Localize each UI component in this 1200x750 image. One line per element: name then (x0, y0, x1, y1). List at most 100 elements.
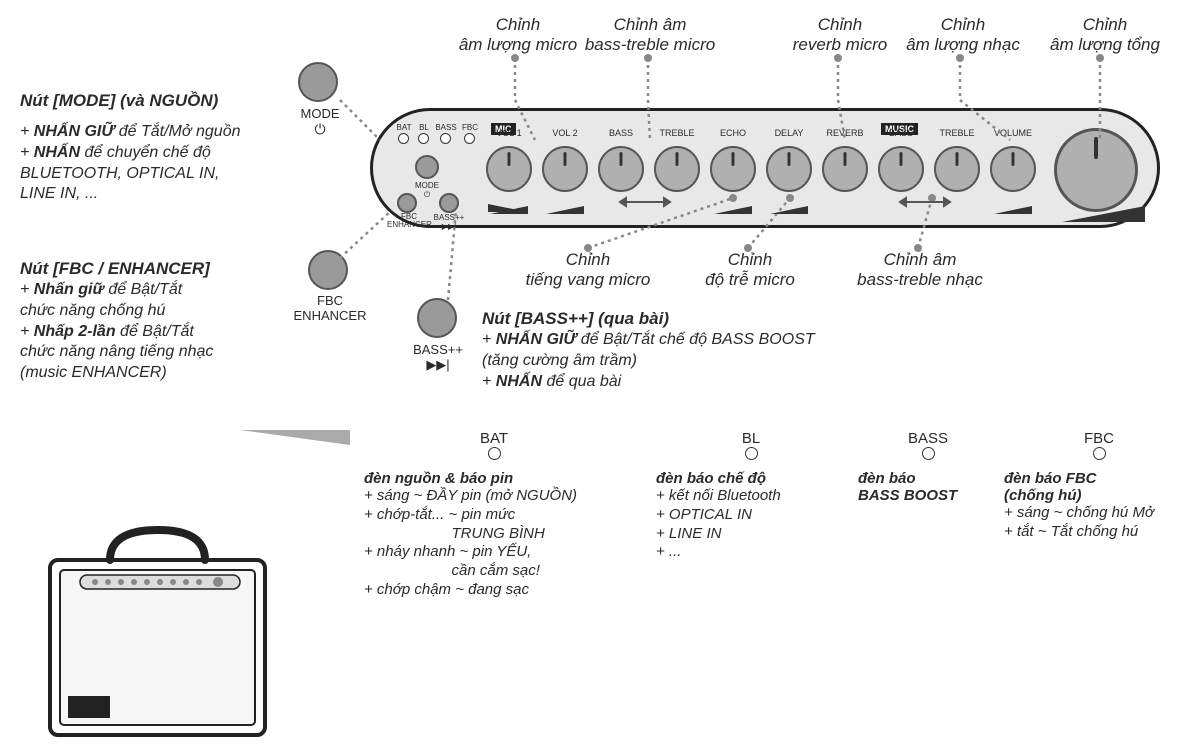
knob-echo[interactable] (710, 146, 756, 192)
t: BL (742, 430, 760, 447)
t: + chớp-tắt... ~ pin mức (364, 506, 624, 525)
lbl: TREBLE (647, 128, 707, 138)
led-icon (418, 133, 429, 144)
title: Nút [BASS++] (qua bài) (482, 308, 942, 330)
t: + sáng ~ chống hú Mở (1004, 504, 1194, 523)
led-circle-icon (488, 447, 501, 460)
t: Chỉnh (728, 250, 772, 269)
callout-music-vol: Chỉnh âm lượng nhạc (888, 15, 1038, 54)
hdr: BL (656, 430, 846, 464)
t: FBC (462, 123, 478, 132)
t: MODE (301, 106, 340, 121)
line: BLUETOOTH, OPTICAL IN, (20, 164, 320, 185)
lbl: VOL 1 (479, 128, 539, 138)
t: Nhấn giữ (34, 281, 104, 298)
lbl: REVERB (815, 128, 875, 138)
knob-vol1[interactable] (486, 146, 532, 192)
t: + ... (656, 543, 846, 562)
t: ENHANCER (294, 308, 367, 323)
txt: Chỉnh (1083, 15, 1127, 34)
t: FBC (1084, 430, 1114, 447)
power-icon: ⏻ (314, 121, 325, 137)
txt: âm lượng tổng (1050, 35, 1160, 54)
knob-mic-treble[interactable] (654, 146, 700, 192)
led-bass-col: BASS đèn báo BASS BOOST (858, 430, 998, 504)
line: + Nhấp 2-lần để Bật/Tắt (20, 322, 320, 343)
lbl: BASS++▶▶| (429, 213, 469, 231)
panel-led-fbc: FBC (459, 123, 481, 132)
lbl: DELAY (759, 128, 819, 138)
line: LINE IN, ... (20, 184, 320, 205)
t: + sáng ~ ĐẦY pin (mở NGUỒN) (364, 487, 624, 506)
mode-blob-icon (298, 62, 338, 102)
t: + chớp chậm ~ đang sạc (364, 581, 624, 600)
title: đèn báo chế độ (656, 470, 846, 487)
knob-mic-bass[interactable] (598, 146, 644, 192)
lbl: FBCENHANCER (387, 213, 431, 229)
knob-music-treble[interactable] (934, 146, 980, 192)
led-bat-col: BAT đèn nguồn & báo pin + sáng ~ ĐẦY pin… (364, 430, 624, 600)
txt: Chỉnh (496, 15, 540, 34)
panel-led-bass: BASS (433, 123, 459, 132)
t: + nháy nhanh ~ pin YẾU, (364, 543, 624, 562)
panel-bass-btn[interactable] (439, 193, 459, 213)
t: + (20, 281, 34, 298)
t: NHẤN (496, 373, 542, 390)
txt: Chỉnh (818, 15, 862, 34)
t: + LINE IN (656, 525, 846, 544)
knob-music-bass[interactable] (878, 146, 924, 192)
t: để Bật/Tắt (116, 323, 194, 340)
knob-music-volume[interactable] (990, 146, 1036, 192)
led-bl-col: BL đèn báo chế độ + kết nối Bluetooth + … (656, 430, 846, 562)
ramp-icon (488, 204, 528, 212)
t: + (20, 323, 34, 340)
line: + NHẤN để chuyển chế độ (20, 143, 320, 164)
line: + Nhấn giữ để Bật/Tắt (20, 280, 320, 301)
title: đèn báo FBC (chống hú) (1004, 470, 1194, 504)
t: bass-treble nhạc (857, 270, 983, 289)
t: để Tắt/Mở nguồn (114, 123, 240, 140)
knob-reverb[interactable] (822, 146, 868, 192)
line: + NHẤN GIỮ để Bật/Tắt chế độ BASS BOOST (482, 330, 942, 351)
txt: bass-treble micro (585, 35, 715, 54)
panel-fbc-btn[interactable] (397, 193, 417, 213)
knob-row: VOL 1 VOL 2 BASS TREBLE ECHO DELAY REVER… (486, 140, 1186, 220)
title: đèn nguồn & báo pin (364, 470, 624, 487)
title: Nút [MODE] (và NGUỒN) (20, 90, 320, 112)
desc-bass: Nút [BASS++] (qua bài) + NHẤN GIỮ để Bật… (482, 308, 942, 392)
t: TRUNG BÌNH (364, 525, 624, 544)
led-circle-icon (922, 447, 935, 460)
t: + tắt ~ Tắt chống hú (1004, 523, 1194, 542)
hdr: FBC (1004, 430, 1194, 464)
t: để qua bài (542, 373, 621, 390)
led-circle-icon (745, 447, 758, 460)
t: cần cắm sạc! (364, 562, 624, 581)
t: Nhấp 2-lần (34, 323, 116, 340)
knob-delay[interactable] (766, 146, 812, 192)
t: BASS++ (413, 342, 463, 357)
lines: + sáng ~ ĐẦY pin (mở NGUỒN) + chớp-tắt..… (364, 487, 624, 600)
fbc-label: FBC ENHANCER (290, 294, 370, 324)
line: chức năng chống hú (20, 301, 320, 322)
desc-mode: Nút [MODE] (và NGUỒN) + NHẤN GIỮ để Tắt/… (20, 90, 320, 205)
lbl: BASS (591, 128, 651, 138)
hdr: BASS (858, 430, 998, 464)
led-icon (464, 133, 475, 144)
txt: Chỉnh (941, 15, 985, 34)
lbl: VOLUME (983, 128, 1043, 138)
t: + OPTICAL IN (656, 506, 846, 525)
lbl: BASS (871, 128, 931, 138)
mode-label: MODE ⏻ (300, 106, 340, 138)
t: FBC (317, 293, 343, 308)
panel-mode-btn[interactable] (415, 155, 439, 179)
t: để Bật/Tắt (104, 281, 182, 298)
t: + (20, 144, 34, 161)
next-track-icon: ▶▶| (426, 357, 449, 372)
t: + (20, 123, 34, 140)
t: BASS (435, 123, 456, 132)
knob-master[interactable] (1054, 128, 1138, 212)
lines: + kết nối Bluetooth + OPTICAL IN + LINE … (656, 487, 846, 562)
knob-vol2[interactable] (542, 146, 588, 192)
led-icon (398, 133, 409, 144)
txt: Chỉnh âm (614, 15, 687, 34)
